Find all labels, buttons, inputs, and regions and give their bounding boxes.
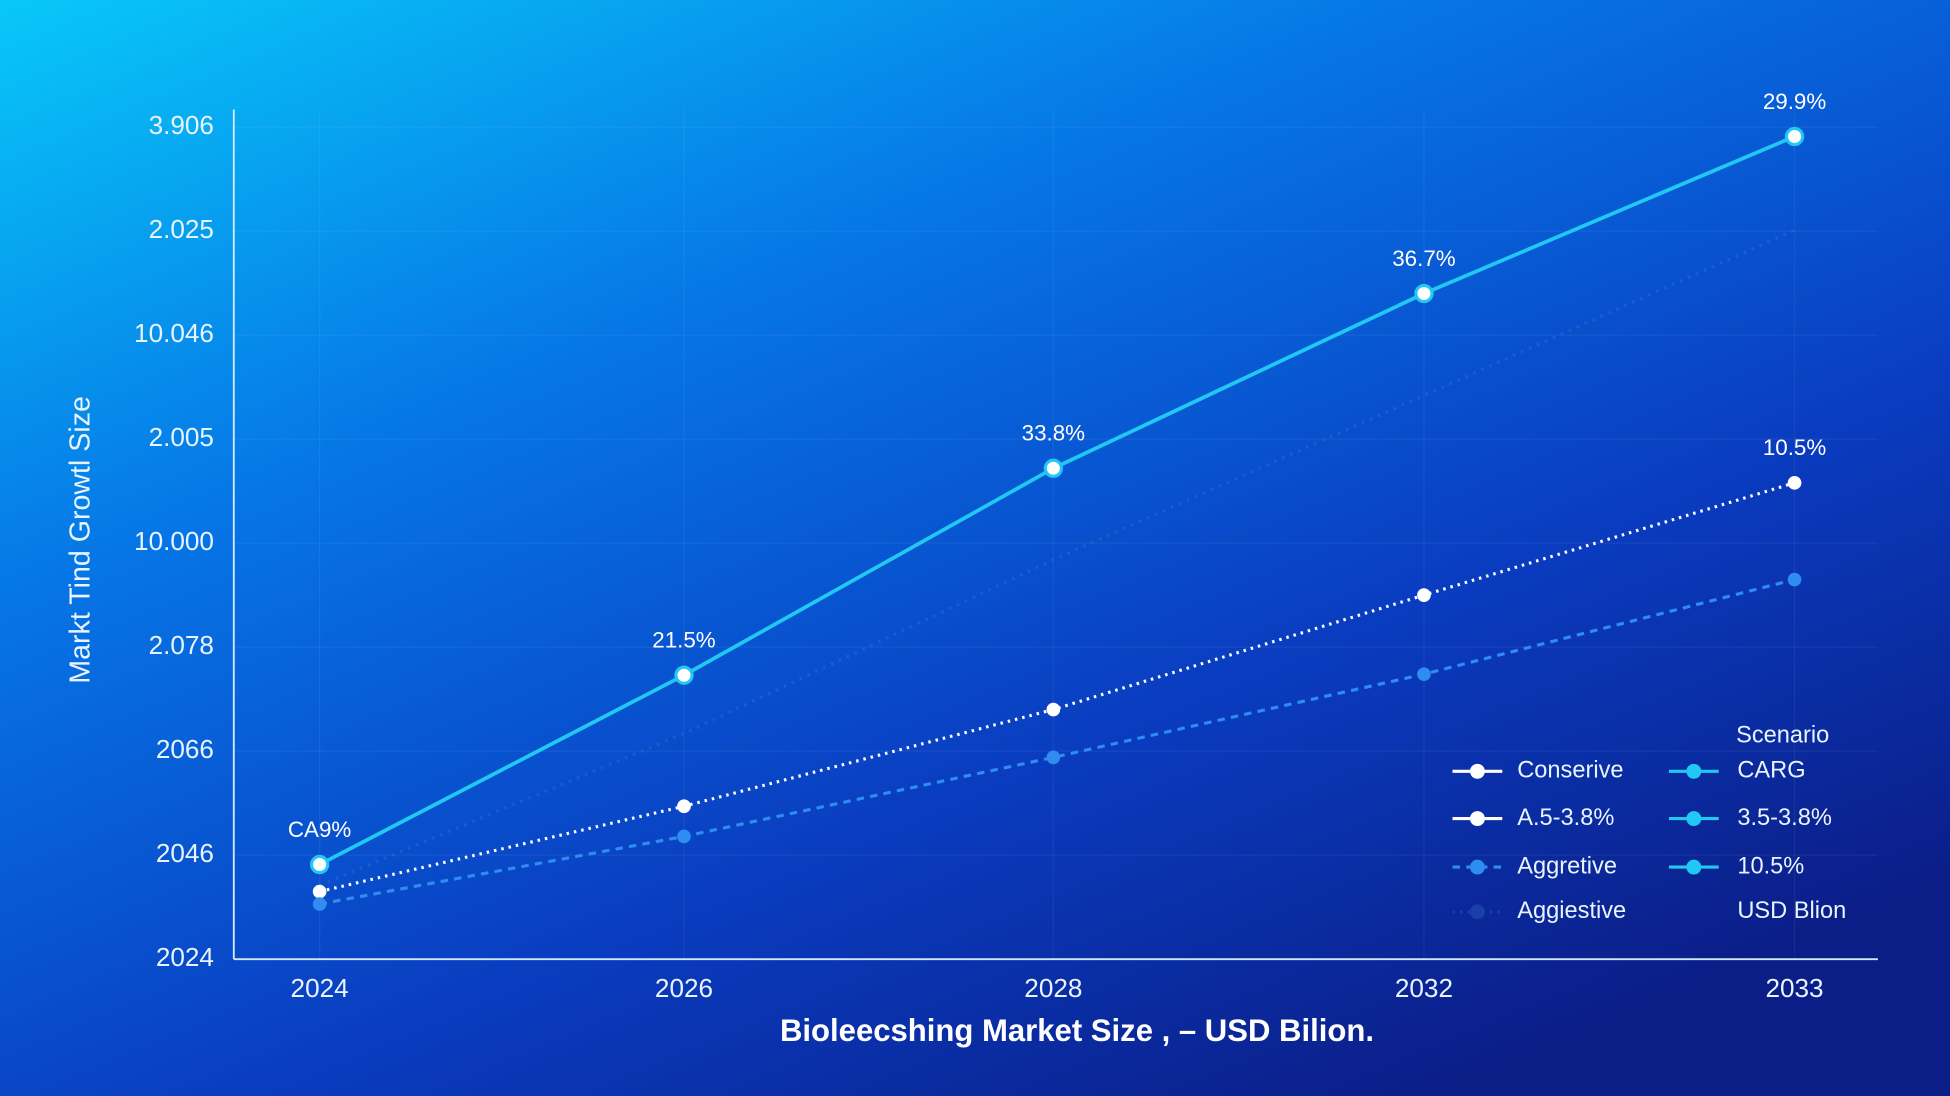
point: [312, 884, 327, 899]
y-tick-label: 2.025: [149, 214, 214, 244]
legend-label: 3.5-3.8%: [1737, 805, 1832, 831]
y-tick-label: 2.005: [149, 422, 214, 452]
legend-label: USD Blion: [1737, 898, 1846, 924]
legend-marker: [1686, 811, 1702, 827]
y-tick-label: 10.046: [134, 318, 214, 348]
legend-label: Aggretive: [1517, 853, 1617, 879]
point: [1784, 126, 1805, 147]
legend-title: Scenario: [1736, 723, 1829, 749]
point: [1787, 475, 1802, 490]
point-annotation: 36.7%: [1392, 246, 1456, 271]
point-annotation: 33.8%: [1022, 421, 1086, 446]
point: [677, 829, 691, 844]
point: [1417, 588, 1431, 602]
y-tick-label: 2046: [156, 838, 214, 868]
legend-marker: [1469, 811, 1485, 827]
legend-label: A.5-3.8%: [1517, 805, 1614, 831]
legend-marker: [1686, 859, 1702, 875]
x-tick-label: 2026: [655, 973, 713, 1003]
point: [1043, 458, 1063, 478]
point: [1414, 283, 1434, 304]
point-annotation: 21.5%: [652, 628, 716, 653]
legend-label: 10.5%: [1737, 853, 1804, 879]
legend-marker: [1469, 859, 1485, 875]
legend-marker: [1469, 904, 1485, 920]
point-annotation: 10.5%: [1763, 435, 1827, 460]
legend-marker: [1469, 763, 1485, 779]
y-tick-label: 10.000: [134, 526, 214, 556]
legend-label: Conserive: [1517, 758, 1623, 784]
x-tick-label: 2028: [1024, 973, 1082, 1003]
point-annotation: 29.9%: [1763, 89, 1827, 114]
legend-label: Aggiestive: [1517, 898, 1626, 924]
point: [309, 854, 330, 875]
point: [1417, 667, 1431, 682]
series-line: [319, 578, 1795, 906]
point: [674, 665, 694, 685]
y-tick-label: 2024: [156, 942, 214, 972]
point: [312, 897, 327, 911]
point: [1046, 702, 1061, 717]
y-tick-label: 2.078: [149, 630, 214, 660]
series-line: [319, 228, 1796, 887]
y-tick-label: 2066: [156, 734, 214, 764]
legend-marker: [1686, 763, 1702, 779]
point: [677, 799, 691, 814]
y-tick-label: 3.906: [149, 110, 214, 140]
x-tick-label: 2033: [1766, 973, 1824, 1003]
x-tick-label: 2032: [1395, 973, 1453, 1003]
point: [1787, 572, 1802, 587]
point: [1046, 750, 1061, 765]
x-axis-title: Bioleecshing Market Size , – USD Bilion.: [780, 1013, 1374, 1048]
y-axis-title: Markt Tind Growtl Size: [65, 396, 97, 684]
legend-label: CARG: [1737, 758, 1805, 784]
point-annotation: CA9%: [288, 817, 352, 842]
x-tick-label: 2024: [291, 973, 349, 1003]
